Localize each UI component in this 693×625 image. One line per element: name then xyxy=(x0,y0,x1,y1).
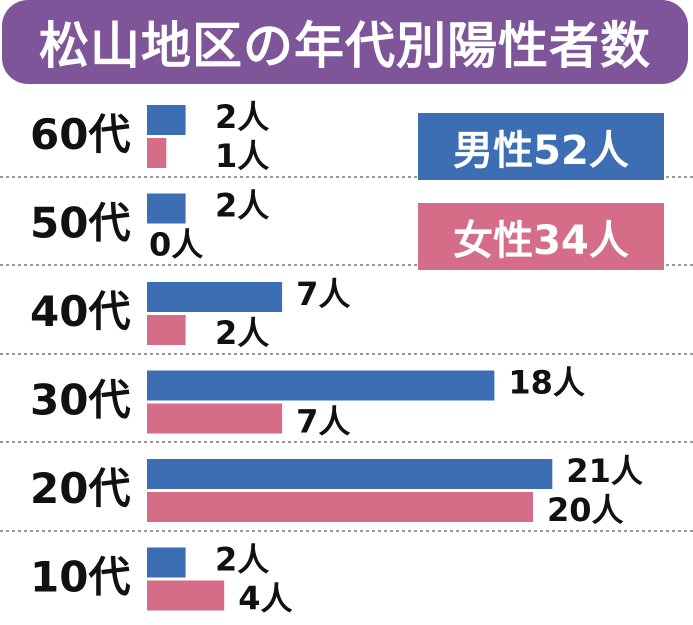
legend-male: 男性52人 xyxy=(418,113,664,180)
bar-female xyxy=(147,315,186,345)
data-label-female: 1人 xyxy=(215,137,269,175)
category-label: 50代 xyxy=(30,199,130,248)
legend-female: 女性34人 xyxy=(418,203,664,270)
bar-female xyxy=(147,138,167,168)
chart-title: 松山地区の年代別陽性者数 xyxy=(2,0,688,84)
category-label: 60代 xyxy=(30,110,130,159)
data-label-male: 18人 xyxy=(508,364,585,402)
bar-female xyxy=(147,492,533,522)
data-label-female: 2人 xyxy=(215,314,269,352)
category-label: 20代 xyxy=(30,464,130,513)
data-label-male: 21人 xyxy=(566,452,643,490)
bar-male xyxy=(147,105,186,135)
bar-female xyxy=(147,403,283,434)
bar-male xyxy=(147,459,553,489)
bar-male xyxy=(147,282,283,312)
bar-male xyxy=(147,547,186,578)
category-label: 40代 xyxy=(30,287,130,336)
data-label-male: 2人 xyxy=(215,98,269,136)
bar-male xyxy=(147,193,186,224)
data-label-male: 7人 xyxy=(296,275,350,313)
category-label: 10代 xyxy=(30,553,130,602)
data-label-male: 2人 xyxy=(215,187,269,225)
data-label-male: 2人 xyxy=(215,541,269,579)
category-label: 30代 xyxy=(30,376,130,425)
data-label-female: 7人 xyxy=(296,403,350,441)
data-label-female: 4人 xyxy=(238,580,292,618)
data-label-female: 0人 xyxy=(149,226,203,264)
data-label-female: 20人 xyxy=(547,491,624,529)
bar-male xyxy=(147,370,495,401)
bar-female xyxy=(147,580,225,611)
